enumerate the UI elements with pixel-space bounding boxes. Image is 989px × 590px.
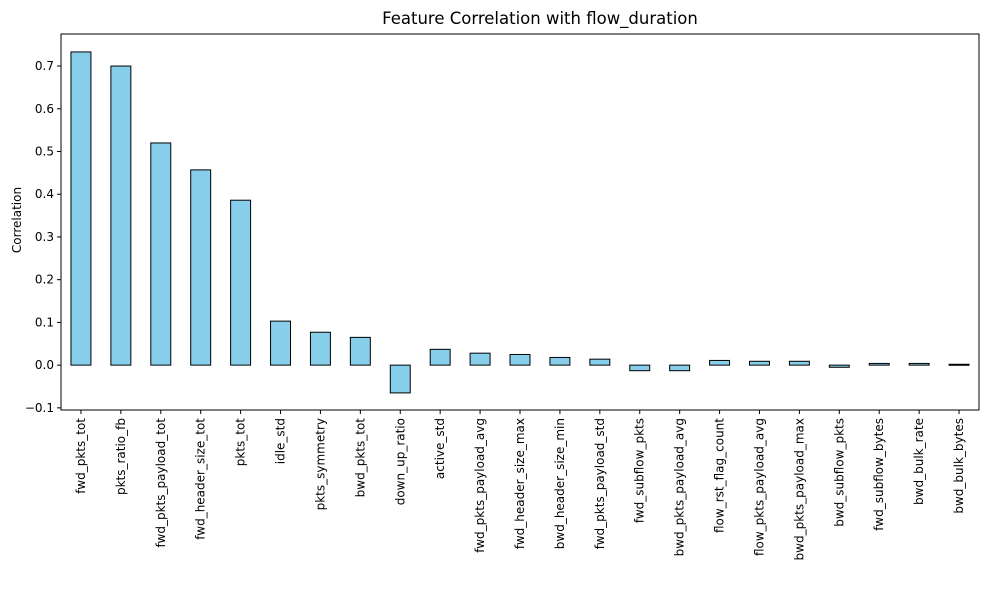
x-tick-label: pkts_symmetry — [313, 418, 327, 510]
y-tick-label: 0.3 — [35, 230, 54, 244]
bar-bwd_subflow_pkts — [828, 364, 850, 368]
chart-title: Feature Correlation with flow_duration — [382, 9, 698, 29]
bar-fwd_pkts_tot — [70, 51, 92, 366]
x-tick-label: fwd_pkts_payload_tot — [154, 418, 168, 548]
bar-bwd_bulk_rate — [908, 362, 930, 366]
x-tick-label: fwd_header_size_max — [513, 418, 527, 549]
bar-bwd_pkts_payload_max — [788, 360, 810, 366]
y-tick-label: 0.5 — [35, 145, 54, 159]
y-tick-label: −0.1 — [25, 401, 54, 415]
bar-flow_rst_flag_count — [709, 359, 731, 366]
x-tick-label: bwd_pkts_tot — [353, 418, 367, 498]
bar-fwd_pkts_payload_avg — [469, 352, 491, 366]
x-tick-label: flow_pkts_payload_avg — [752, 418, 766, 556]
y-tick-label: 0.0 — [35, 358, 54, 372]
y-axis-label: Correlation — [10, 187, 24, 253]
bar-fwd_header_size_tot — [190, 169, 212, 366]
x-tick-label: fwd_pkts_payload_avg — [473, 418, 487, 553]
x-tick-label: fwd_subflow_pkts — [633, 418, 647, 523]
x-tick-label: fwd_pkts_tot — [74, 418, 88, 494]
x-tick-label: flow_rst_flag_count — [713, 418, 727, 533]
bar-fwd_pkts_payload_std — [589, 358, 611, 366]
bar-pkts_ratio_fb — [110, 65, 132, 366]
x-tick-label: bwd_header_size_min — [553, 418, 567, 549]
x-tick-label: bwd_pkts_payload_max — [792, 418, 806, 560]
x-tick-label: bwd_pkts_payload_avg — [673, 418, 687, 556]
x-tick-label: bwd_subflow_pkts — [832, 418, 846, 527]
bars-group — [70, 51, 970, 394]
bar-pkts_symmetry — [309, 331, 331, 366]
x-tick-label: fwd_header_size_tot — [194, 418, 208, 540]
bar-bwd_pkts_tot — [349, 336, 371, 366]
bar-bwd_pkts_payload_avg — [669, 364, 691, 372]
plot-frame — [60, 33, 980, 411]
y-tick-label: 0.2 — [35, 273, 54, 287]
x-axis: fwd_pkts_tot pkts_ratio_fb fwd_pkts_payloa… — [74, 410, 966, 560]
bar-active_std — [429, 348, 451, 366]
y-axis: −0.1 0.0 0.1 0.2 0.3 0.4 0.5 0.6 0.7 — [25, 59, 61, 415]
bar-fwd_header_size_max — [509, 353, 531, 366]
x-tick-label: idle_std — [274, 418, 288, 464]
bar-bwd_bulk_bytes — [948, 363, 970, 366]
bar-fwd_subflow_pkts — [629, 364, 651, 372]
y-tick-label: 0.4 — [35, 187, 54, 201]
y-tick-label: 0.6 — [35, 102, 54, 116]
bar-down_up_ratio — [389, 364, 411, 394]
x-tick-label: fwd_subflow_bytes — [872, 418, 886, 531]
bar-bwd_header_size_min — [549, 356, 571, 366]
bar-fwd_subflow_bytes — [868, 362, 890, 366]
x-tick-label: active_std — [433, 418, 447, 479]
x-tick-label: pkts_ratio_fb — [114, 418, 128, 495]
bar-flow_pkts_payload_avg — [749, 360, 770, 366]
x-tick-label: bwd_bulk_bytes — [952, 418, 966, 514]
x-tick-label: bwd_bulk_rate — [912, 418, 926, 505]
y-tick-label: 0.7 — [35, 59, 54, 73]
y-tick-label: 0.1 — [35, 315, 54, 329]
bar-fwd_pkts_payload_tot — [150, 142, 172, 366]
x-tick-label: pkts_tot — [234, 418, 248, 467]
bar-idle_std — [270, 320, 292, 366]
bar-pkts_tot — [230, 199, 252, 366]
x-tick-label: down_up_ratio — [393, 418, 407, 505]
x-tick-label: fwd_pkts_payload_std — [593, 418, 607, 549]
